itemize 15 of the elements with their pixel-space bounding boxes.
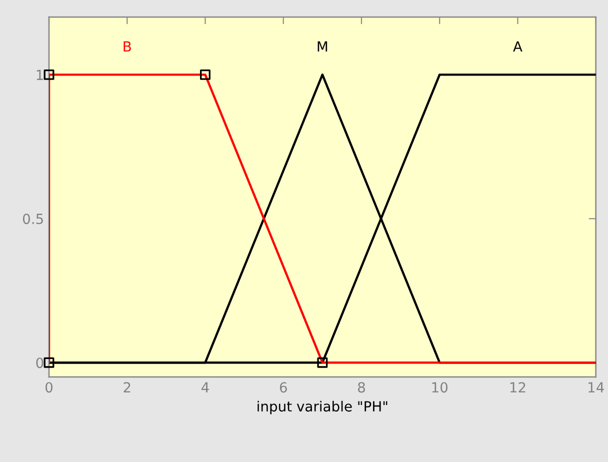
series-label: B	[124, 41, 131, 52]
x-tick-label: 6	[280, 382, 287, 393]
x-tick-label: 4	[202, 382, 209, 392]
x-tick-label: 0	[46, 382, 52, 393]
y-tick-label: 0	[36, 358, 44, 368]
x-tick-label: 14	[588, 382, 604, 392]
x-tick-label: 10	[432, 382, 448, 393]
x-tick-label: 8	[358, 382, 365, 393]
y-tick-label: 0.5	[22, 214, 43, 224]
y-tick-label: 1	[36, 70, 43, 80]
x-tick-label: 2	[124, 382, 130, 392]
x-tick-label: 12	[510, 382, 526, 392]
series-label: M	[318, 41, 328, 52]
series-label: A	[513, 41, 522, 52]
x-axis-title: input variable "PH"	[258, 400, 388, 414]
